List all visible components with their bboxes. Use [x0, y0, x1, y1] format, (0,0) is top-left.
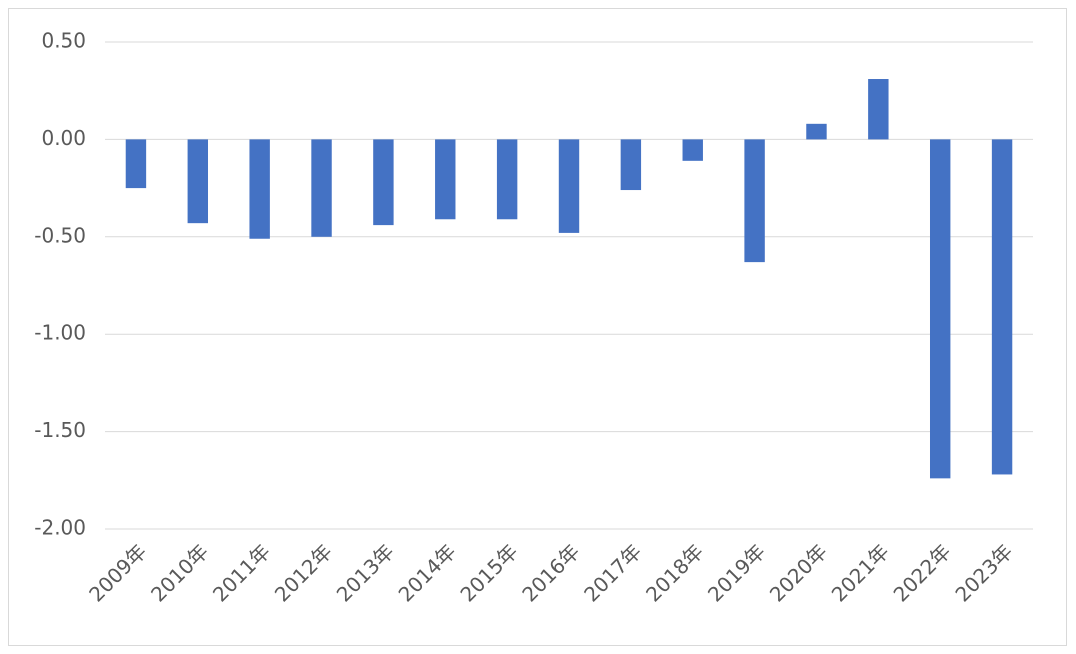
y-tick-label: -0.50: [34, 223, 86, 247]
y-tick-label: -1.50: [34, 418, 86, 442]
bar: [868, 79, 889, 140]
bar: [187, 139, 209, 224]
y-tick-label: -2.00: [34, 516, 86, 540]
y-tick-label: -1.00: [34, 321, 86, 345]
y-tick-label: 0.00: [41, 126, 86, 150]
y-tick-label: 0.50: [41, 29, 86, 53]
bar: [558, 139, 580, 233]
bar: [620, 139, 642, 191]
bar: [806, 123, 827, 140]
bar: [125, 139, 147, 189]
bar: [373, 139, 394, 226]
bar: [435, 139, 456, 220]
bar: [744, 139, 765, 263]
chart-frame: [8, 8, 1067, 646]
bar: [249, 139, 270, 239]
bar: [991, 139, 1013, 475]
bar: [682, 139, 703, 161]
bar: [929, 139, 951, 479]
bar: [311, 139, 332, 237]
bar: [496, 139, 518, 220]
